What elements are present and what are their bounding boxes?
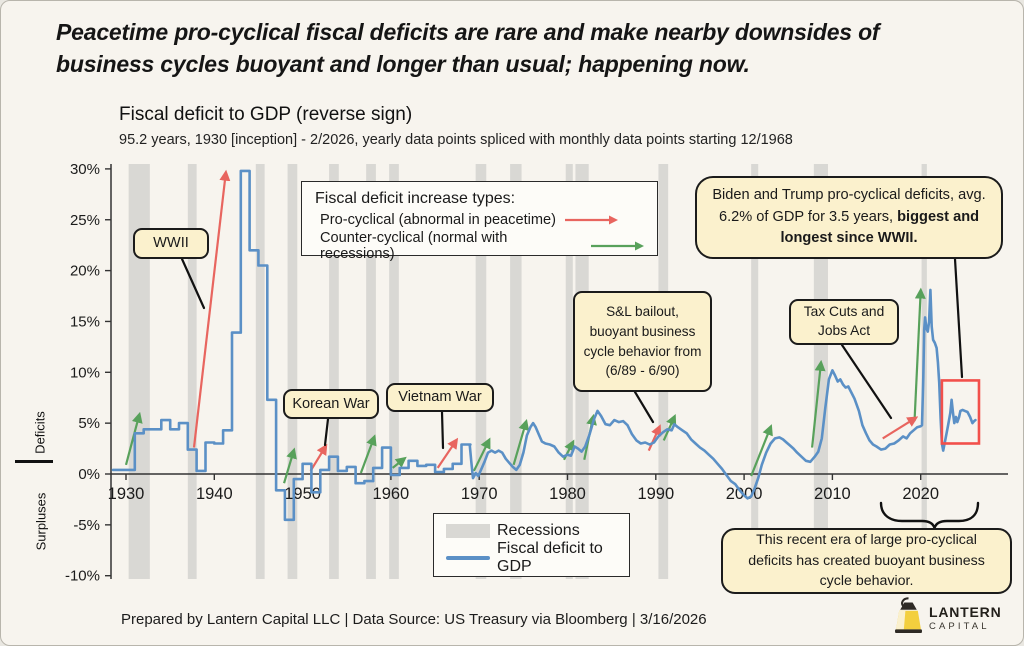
callout-tax-cuts: Tax Cuts and Jobs Act xyxy=(789,299,899,345)
svg-text:1930: 1930 xyxy=(108,485,145,503)
pro-cyclical-label: Pro-cyclical (abnormal in peacetime) xyxy=(320,212,557,228)
lantern-icon xyxy=(895,597,922,634)
biden-trump-bold-text: biggest and longest since WWII. xyxy=(780,208,980,247)
types-legend-title: Fiscal deficit increase types: xyxy=(315,190,516,207)
chart-legend: Recessions Fiscal deficit to GDP xyxy=(433,513,630,577)
callout-recent-era: This recent era of large pro-cyclical de… xyxy=(721,528,1012,594)
pro-cyclical-arrow-icon xyxy=(565,215,619,225)
chart-subtitle: 95.2 years, 1930 [inception] - 2/2026, y… xyxy=(119,132,793,148)
y-axis-surpluses-label: Surpluses xyxy=(33,492,49,551)
svg-text:1950: 1950 xyxy=(284,485,321,503)
counter-cyclical-label: Counter-cyclical (normal with recessions… xyxy=(320,230,508,262)
chart-title: Fiscal deficit to GDP (reverse sign) xyxy=(119,104,413,125)
recent-era-highlight-box xyxy=(940,379,981,445)
callout-pointers xyxy=(180,257,964,450)
legend-line-label: Fiscal deficit to GDP xyxy=(497,540,603,575)
svg-text:1990: 1990 xyxy=(637,485,674,503)
footer-attribution: Prepared by Lantern Capital LLC | Data S… xyxy=(121,611,707,628)
fiscal-deficit-line xyxy=(111,169,977,522)
y-axis-deficits-label: Deficits xyxy=(32,411,48,454)
legend-line-row: Fiscal deficit to GDP xyxy=(446,540,617,576)
svg-text:15%: 15% xyxy=(70,313,100,330)
svg-text:1980: 1980 xyxy=(549,485,586,503)
callout-korean-war: Korean War xyxy=(283,389,379,419)
svg-text:2020: 2020 xyxy=(902,485,939,503)
callout-wwii: WWII xyxy=(133,228,209,259)
legend-recessions-row: Recessions xyxy=(446,522,617,540)
svg-text:1960: 1960 xyxy=(373,485,410,503)
biden-trump-text: Biden and Trump pro-cyclical deficits, a… xyxy=(712,186,986,225)
recession-swatch-icon xyxy=(446,524,490,538)
svg-text:5%: 5% xyxy=(78,415,100,432)
callout-snl-bailout: S&L bailout, buoyant business cycle beha… xyxy=(573,291,712,392)
svg-text:30%: 30% xyxy=(70,161,100,178)
svg-text:25%: 25% xyxy=(70,212,100,229)
types-legend-pro-row: Pro-cyclical (abnormal in peacetime) xyxy=(320,212,645,228)
page-title: Peacetime pro-cyclical fiscal deficits a… xyxy=(56,19,880,77)
svg-text:-10%: -10% xyxy=(65,568,100,585)
svg-text:2010: 2010 xyxy=(814,485,851,503)
svg-text:20%: 20% xyxy=(70,263,100,280)
callout-vietnam-war: Vietnam War xyxy=(386,383,494,412)
axes: 30% 25% 20% 15% 10% 5% 0% -5% -10% 1930 1940 1950 19… xyxy=(65,161,1008,585)
svg-text:0%: 0% xyxy=(78,466,100,483)
recent-era-brace xyxy=(879,501,980,533)
svg-text:1940: 1940 xyxy=(196,485,233,503)
logo-subname: CAPITAL xyxy=(929,620,990,632)
counter-cyclical-arrow-icon xyxy=(591,241,644,251)
lantern-capital-logo: LANTERN CAPITAL xyxy=(894,597,1001,639)
logo-name: LANTERN xyxy=(929,603,1002,620)
deficit-line-swatch-icon xyxy=(446,555,490,561)
types-legend-counter-row: Counter-cyclical (normal with recessions… xyxy=(320,230,645,262)
svg-text:10%: 10% xyxy=(70,364,100,381)
svg-text:-5%: -5% xyxy=(73,517,100,534)
deficit-increase-types-legend: Fiscal deficit increase types: Pro-cycli… xyxy=(301,181,658,262)
callout-biden-trump: Biden and Trump pro-cyclical deficits, a… xyxy=(695,176,1003,259)
legend-recessions-label: Recessions xyxy=(497,522,580,539)
svg-text:1970: 1970 xyxy=(461,485,498,503)
deficit-surplus-divider xyxy=(15,460,53,463)
